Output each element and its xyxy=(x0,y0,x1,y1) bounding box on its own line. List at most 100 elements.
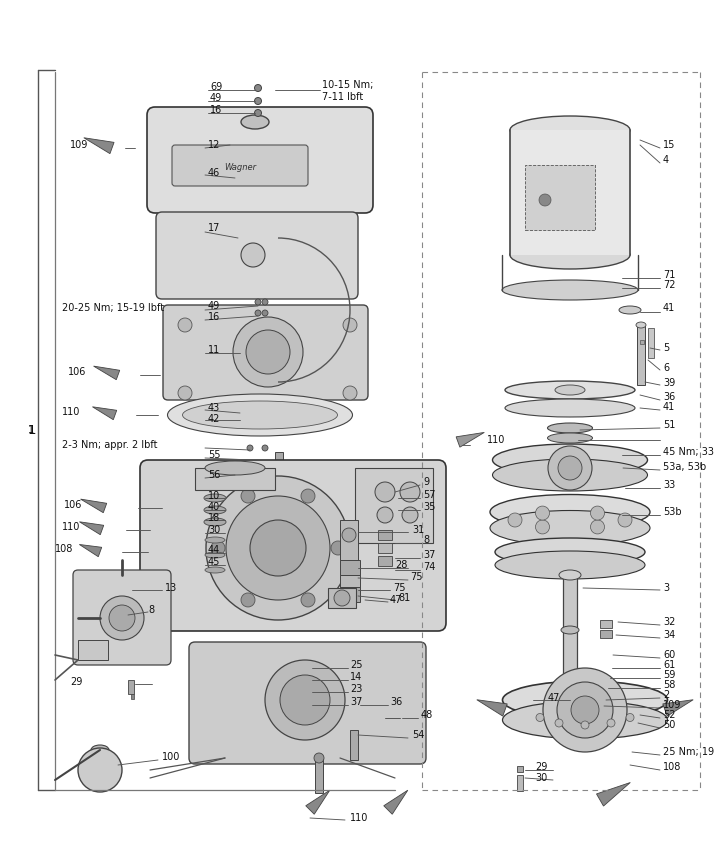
Polygon shape xyxy=(477,700,507,716)
Text: 54: 54 xyxy=(412,730,424,740)
Bar xyxy=(525,165,595,230)
Polygon shape xyxy=(84,138,114,154)
Ellipse shape xyxy=(502,280,638,300)
Ellipse shape xyxy=(205,552,225,558)
Text: 58: 58 xyxy=(663,680,676,690)
Text: 1: 1 xyxy=(28,424,37,437)
Text: 45: 45 xyxy=(208,557,220,567)
Text: 110: 110 xyxy=(350,813,368,823)
Circle shape xyxy=(400,482,420,502)
Ellipse shape xyxy=(548,433,592,443)
Circle shape xyxy=(109,605,135,631)
Text: 23: 23 xyxy=(350,684,363,694)
Text: 28: 28 xyxy=(395,560,407,570)
Text: 4: 4 xyxy=(663,155,669,165)
Circle shape xyxy=(342,528,356,542)
Text: 20-25 Nm; 15-19 lbft: 20-25 Nm; 15-19 lbft xyxy=(62,303,164,313)
Text: 109: 109 xyxy=(663,700,681,710)
Text: 81: 81 xyxy=(398,593,410,603)
Text: 34: 34 xyxy=(663,630,675,640)
Bar xyxy=(195,468,275,490)
FancyBboxPatch shape xyxy=(172,145,308,186)
Text: 29: 29 xyxy=(70,677,83,687)
Text: 108: 108 xyxy=(663,762,681,772)
Polygon shape xyxy=(80,499,107,513)
Circle shape xyxy=(241,243,265,267)
Text: 31: 31 xyxy=(412,525,424,535)
Text: 33: 33 xyxy=(663,480,675,490)
Ellipse shape xyxy=(510,241,630,269)
Bar xyxy=(355,468,433,543)
Circle shape xyxy=(250,520,306,576)
Bar xyxy=(340,587,360,602)
Text: 108: 108 xyxy=(55,544,73,554)
Circle shape xyxy=(233,317,303,387)
Circle shape xyxy=(226,496,330,600)
Ellipse shape xyxy=(561,626,579,634)
Polygon shape xyxy=(383,790,408,814)
Text: 42: 42 xyxy=(208,414,220,424)
Circle shape xyxy=(262,310,268,316)
Text: 40: 40 xyxy=(208,502,220,512)
Text: 47: 47 xyxy=(548,693,560,703)
Circle shape xyxy=(377,507,393,523)
Circle shape xyxy=(607,719,615,727)
Circle shape xyxy=(331,541,345,555)
Bar xyxy=(600,620,612,628)
Circle shape xyxy=(262,299,268,305)
Text: 61: 61 xyxy=(663,660,675,670)
Ellipse shape xyxy=(490,494,650,529)
Circle shape xyxy=(334,590,350,606)
Text: 25 Nm; 19 lbft: 25 Nm; 19 lbft xyxy=(663,747,718,757)
Polygon shape xyxy=(79,545,102,557)
Circle shape xyxy=(265,660,345,740)
Text: 17: 17 xyxy=(208,223,220,233)
Ellipse shape xyxy=(548,423,592,433)
Bar xyxy=(340,520,358,560)
Text: 37: 37 xyxy=(423,550,435,560)
Circle shape xyxy=(557,682,613,738)
Circle shape xyxy=(301,489,315,503)
Bar xyxy=(340,575,360,587)
Text: 14: 14 xyxy=(350,672,363,682)
Polygon shape xyxy=(456,432,485,447)
Ellipse shape xyxy=(241,115,269,129)
Text: 9: 9 xyxy=(423,477,429,487)
Text: 109: 109 xyxy=(70,140,88,150)
Text: 45 Nm; 33 lbft: 45 Nm; 33 lbft xyxy=(663,447,718,457)
Text: 10: 10 xyxy=(208,491,220,501)
Text: 7-11 lbft: 7-11 lbft xyxy=(322,92,363,102)
Circle shape xyxy=(178,318,192,332)
Text: 53a, 53b: 53a, 53b xyxy=(663,462,707,472)
Bar xyxy=(340,560,360,575)
Text: 5: 5 xyxy=(663,343,669,353)
Text: Wagner: Wagner xyxy=(224,162,256,172)
Ellipse shape xyxy=(495,538,645,566)
Text: 43: 43 xyxy=(208,403,220,413)
Ellipse shape xyxy=(505,381,635,399)
Ellipse shape xyxy=(204,506,226,514)
Text: 60: 60 xyxy=(663,650,675,660)
Text: 48: 48 xyxy=(421,710,433,720)
Circle shape xyxy=(555,719,563,727)
Text: 16: 16 xyxy=(208,312,220,322)
Text: 29: 29 xyxy=(535,762,547,772)
Text: 59: 59 xyxy=(663,670,676,680)
Bar xyxy=(128,680,134,694)
FancyBboxPatch shape xyxy=(147,107,373,213)
Text: 110: 110 xyxy=(62,407,80,417)
Bar xyxy=(648,328,654,358)
Ellipse shape xyxy=(493,444,648,476)
Text: 46: 46 xyxy=(208,168,220,178)
FancyBboxPatch shape xyxy=(156,212,358,299)
Circle shape xyxy=(100,596,144,640)
Circle shape xyxy=(343,386,357,400)
Text: 18: 18 xyxy=(208,513,220,523)
Circle shape xyxy=(314,753,324,763)
Circle shape xyxy=(571,696,599,724)
Ellipse shape xyxy=(503,681,668,719)
Text: 41: 41 xyxy=(663,402,675,412)
Circle shape xyxy=(178,386,192,400)
Text: 57: 57 xyxy=(423,490,436,500)
Text: 30: 30 xyxy=(208,525,220,535)
